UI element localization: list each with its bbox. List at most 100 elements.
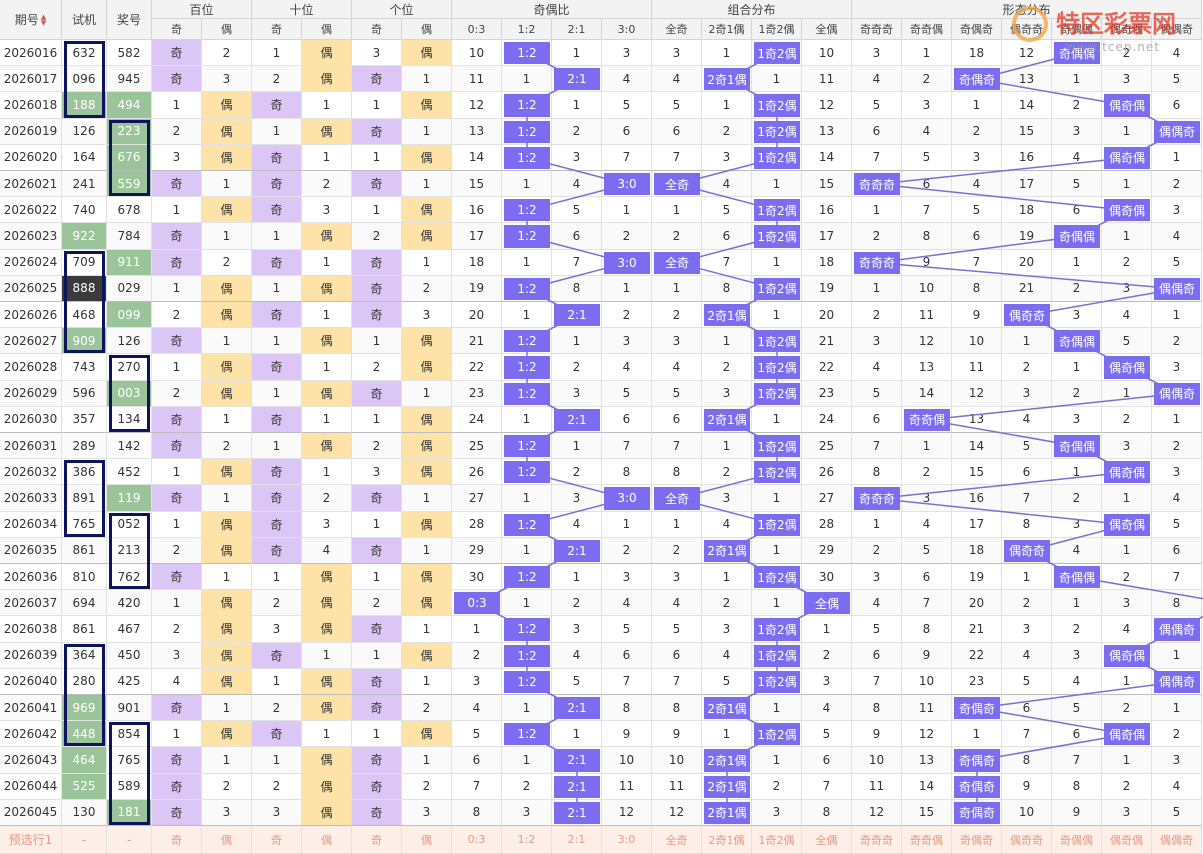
draw-cell: 494 [107,92,152,119]
issue-cell: 2026038 [0,616,62,643]
miss-count: 21 [952,616,1002,643]
miss-count: 1 [202,171,252,198]
position-hit: 奇 [252,354,302,381]
miss-count: 3 [1102,799,1152,826]
miss-count: 7 [902,590,952,617]
miss-count: 1 [702,40,752,67]
miss-count: 1 [252,223,302,250]
test-cell: 164 [62,144,107,171]
miss-count: 1 [302,721,352,748]
pattern-hit: 2奇1偶 [704,408,750,431]
miss-count: 1 [402,66,452,93]
pattern-hit: 偶偶奇 [1154,382,1200,405]
pattern-hit: 奇偶偶 [1054,225,1100,248]
miss-count: 25 [802,433,852,460]
miss-count: 10 [852,747,902,774]
miss-count: 4 [702,642,752,669]
miss-count: 2 [552,354,602,381]
miss-count: 3 [252,616,302,643]
miss-count: 29 [452,537,502,564]
miss-count: 6 [652,406,702,433]
pattern-hit: 奇偶奇 [954,697,1000,720]
header-sub: 奇奇偶 [902,19,952,40]
miss-count: 2 [602,537,652,564]
miss-count: 5 [1102,328,1152,355]
miss-count: 5 [1152,249,1202,276]
miss-count: 5 [1152,511,1202,538]
watermark-url: www.tcep.net [1066,40,1160,54]
miss-count: 12 [452,92,502,119]
miss-count: 1 [402,668,452,695]
miss-count: 3 [852,328,902,355]
miss-count: 2 [552,118,602,145]
miss-count: 8 [1052,773,1102,800]
position-hit: 奇 [352,485,402,512]
miss-count: 2 [202,433,252,460]
header-sub: 奇 [352,19,402,40]
miss-count: 1 [152,197,202,224]
issue-cell: 2026036 [0,564,62,591]
trend-line [876,157,1128,185]
pattern-hit: 2:1 [554,539,600,562]
miss-count: 2 [852,223,902,250]
issue-cell: 2026035 [0,537,62,564]
header-sub: 1奇2偶 [752,19,802,40]
miss-count: 3 [652,328,702,355]
miss-count: 4 [302,537,352,564]
miss-count: 1 [252,433,302,460]
miss-count: 3 [1152,197,1202,224]
miss-count: 5 [552,668,602,695]
draw-cell: 901 [107,695,152,722]
draw-cell: 589 [107,773,152,800]
position-hit: 偶 [402,223,452,250]
miss-count: 1 [302,249,352,276]
position-hit: 偶 [302,66,352,93]
miss-count: 1 [752,171,802,198]
miss-count: 2 [352,354,402,381]
miss-count: 2 [252,590,302,617]
pattern-hit: 1奇2偶 [754,382,800,405]
position-hit: 偶 [402,328,452,355]
pattern-hit: 1:2 [504,382,550,405]
pattern-hit: 奇偶奇 [954,775,1000,798]
miss-count: 1 [1052,354,1102,381]
group-box [64,41,105,118]
position-hit: 偶 [202,92,252,119]
miss-count: 18 [952,537,1002,564]
position-hit: 偶 [302,40,352,67]
miss-count: 2 [1002,590,1052,617]
miss-count: 6 [452,747,502,774]
watermark-name: 特区彩票网 [1056,10,1176,38]
miss-count: 5 [1002,668,1052,695]
miss-count: 6 [1152,92,1202,119]
miss-count: 1 [1002,564,1052,591]
pattern-hit: 奇奇奇 [854,251,900,274]
position-hit: 奇 [252,721,302,748]
miss-count: 6 [1152,537,1202,564]
miss-count: 3 [352,40,402,67]
miss-count: 1 [852,511,902,538]
miss-count: 4 [602,354,652,381]
test-cell: 891 [62,485,107,512]
header-sub: 偶 [302,19,352,40]
miss-count: 1 [1152,642,1202,669]
miss-count: 2 [902,459,952,486]
position-hit: 奇 [352,302,402,329]
pattern-hit: 1奇2偶 [754,330,800,353]
miss-count: 1 [402,380,452,407]
miss-count: 1 [302,406,352,433]
miss-count: 2 [1152,433,1202,460]
issue-cell: 2026042 [0,721,62,748]
miss-count: 3 [1052,642,1102,669]
miss-count: 5 [852,92,902,119]
miss-count: 2 [602,223,652,250]
miss-count: 1 [202,328,252,355]
miss-count: 4 [1052,144,1102,171]
issue-cell: 2026030 [0,406,62,433]
draw-cell: 678 [107,197,152,224]
miss-count: 3 [552,616,602,643]
issue-cell: 2026026 [0,302,62,329]
miss-count: 1 [502,249,552,276]
sort-icon[interactable]: ▲ ▼ [40,12,47,27]
pattern-hit: 1:2 [504,330,550,353]
